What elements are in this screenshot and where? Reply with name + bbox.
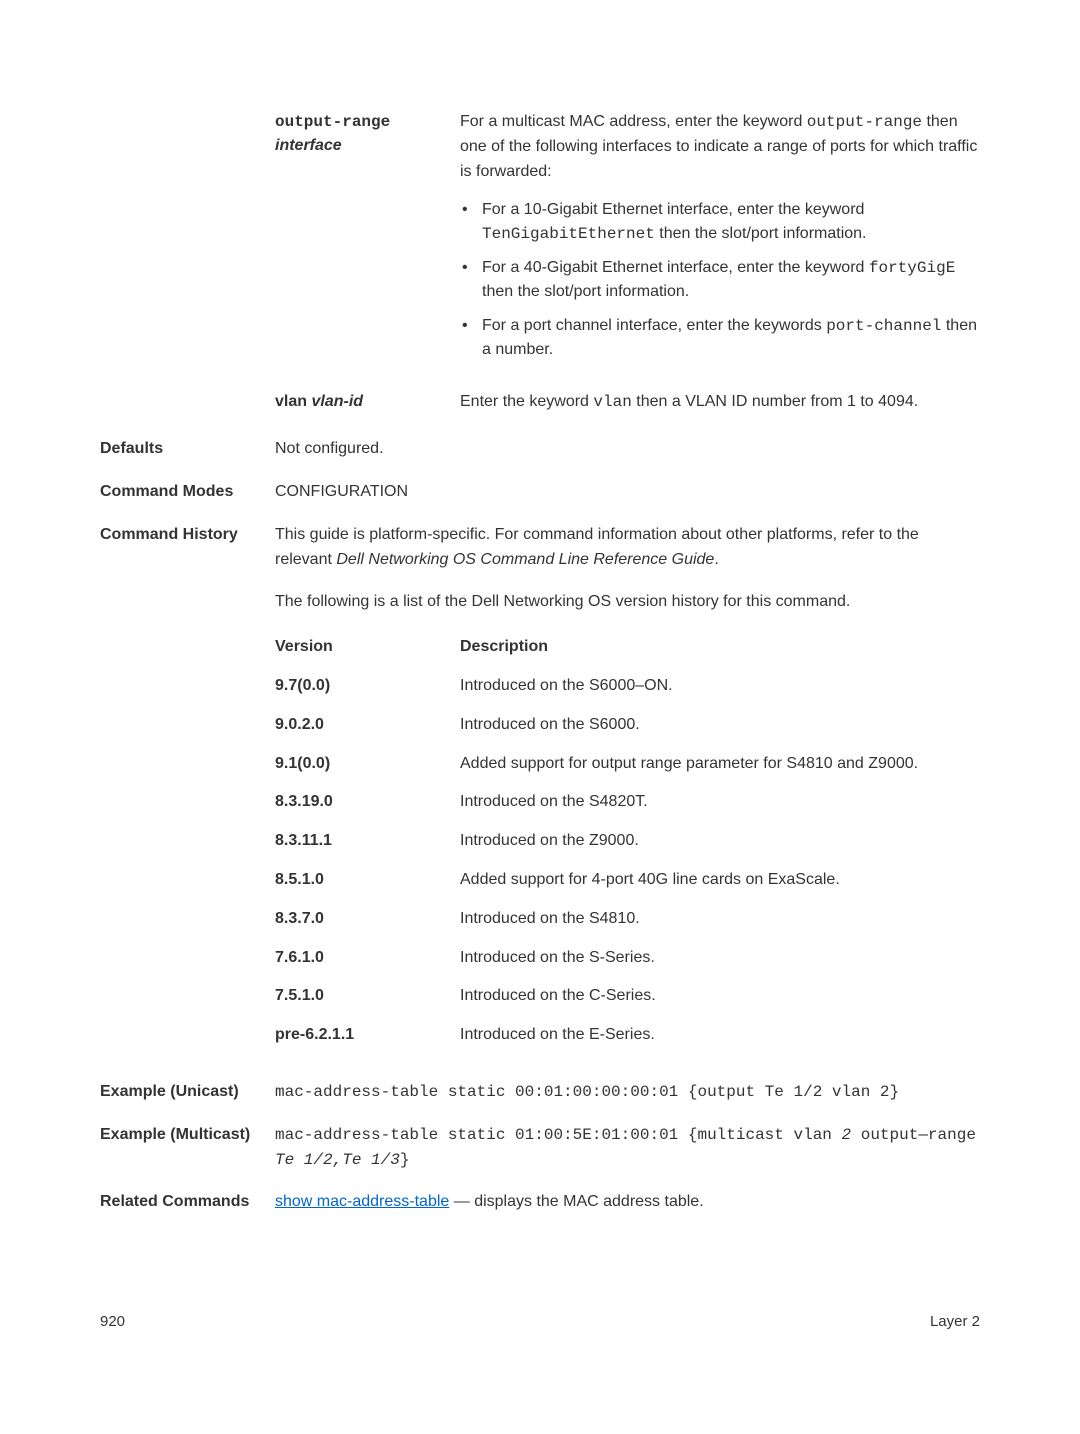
- command-modes-label: Command Modes: [100, 480, 275, 504]
- version-table: Version Description 9.7(0.0) Introduced …: [275, 635, 980, 1062]
- command-modes-row: Command Modes CONFIGURATION: [100, 480, 980, 505]
- related-commands-content: show mac-address-table — displays the MA…: [275, 1190, 980, 1215]
- version-header-label: Version: [275, 635, 460, 660]
- history-para2: The following is a list of the Dell Netw…: [275, 590, 980, 615]
- example-multicast-code: mac-address-table static 01:00:5E:01:00:…: [275, 1123, 980, 1173]
- param-desc: Enter the keyword vlan then a VLAN ID nu…: [460, 390, 980, 415]
- history-para1: This guide is platform-specific. For com…: [275, 523, 980, 573]
- example-multicast-label: Example (Multicast): [100, 1123, 275, 1147]
- section-name: Layer 2: [930, 1313, 980, 1330]
- bullet-list: For a 10-Gigabit Ethernet interface, ent…: [460, 198, 980, 362]
- version-row: 8.3.7.0 Introduced on the S4810.: [275, 907, 980, 932]
- param-desc: For a multicast MAC address, enter the k…: [460, 110, 980, 372]
- related-commands-label: Related Commands: [100, 1190, 275, 1214]
- param-name: output-range interface: [275, 110, 460, 158]
- page-footer: 920 Layer 2: [0, 1283, 1080, 1370]
- bullet-item: For a port channel interface, enter the …: [460, 314, 980, 362]
- example-unicast-label: Example (Unicast): [100, 1080, 275, 1104]
- related-commands-row: Related Commands show mac-address-table …: [100, 1190, 980, 1215]
- desc-header-label: Description: [460, 635, 980, 660]
- command-modes-value: CONFIGURATION: [275, 480, 980, 505]
- version-row: 8.5.1.0 Added support for 4-port 40G lin…: [275, 868, 980, 893]
- param-name-keyword: output-range: [275, 113, 390, 131]
- param-vlan: vlan vlan-id Enter the keyword vlan then…: [100, 390, 980, 415]
- defaults-row: Defaults Not configured.: [100, 437, 980, 462]
- version-row: 8.3.11.1 Introduced on the Z9000.: [275, 829, 980, 854]
- version-header: Version Description: [275, 635, 980, 660]
- related-link[interactable]: show mac-address-table: [275, 1193, 449, 1210]
- command-history-label: Command History: [100, 523, 275, 547]
- example-multicast-row: Example (Multicast) mac-address-table st…: [100, 1123, 980, 1173]
- version-row: 9.1(0.0) Added support for output range …: [275, 752, 980, 777]
- example-unicast-row: Example (Unicast) mac-address-table stat…: [100, 1080, 980, 1105]
- param-name-var: interface: [275, 137, 342, 154]
- version-row: 9.7(0.0) Introduced on the S6000–ON.: [275, 674, 980, 699]
- desc-text: For a multicast MAC address, enter the k…: [460, 113, 977, 180]
- version-row: 7.5.1.0 Introduced on the C-Series.: [275, 984, 980, 1009]
- defaults-label: Defaults: [100, 437, 275, 461]
- bullet-item: For a 40-Gigabit Ethernet interface, ent…: [460, 256, 980, 304]
- version-row: 7.6.1.0 Introduced on the S-Series.: [275, 946, 980, 971]
- version-row: 8.3.19.0 Introduced on the S4820T.: [275, 790, 980, 815]
- param-output-range: output-range interface For a multicast M…: [100, 110, 980, 372]
- command-history-content: This guide is platform-specific. For com…: [275, 523, 980, 1062]
- version-row: 9.0.2.0 Introduced on the S6000.: [275, 713, 980, 738]
- bullet-item: For a 10-Gigabit Ethernet interface, ent…: [460, 198, 980, 246]
- version-row: pre-6.2.1.1 Introduced on the E-Series.: [275, 1023, 980, 1048]
- command-history-row: Command History This guide is platform-s…: [100, 523, 980, 1062]
- param-name: vlan vlan-id: [275, 390, 460, 414]
- example-unicast-code: mac-address-table static 00:01:00:00:00:…: [275, 1080, 980, 1105]
- page-number: 920: [100, 1313, 125, 1330]
- defaults-value: Not configured.: [275, 437, 980, 462]
